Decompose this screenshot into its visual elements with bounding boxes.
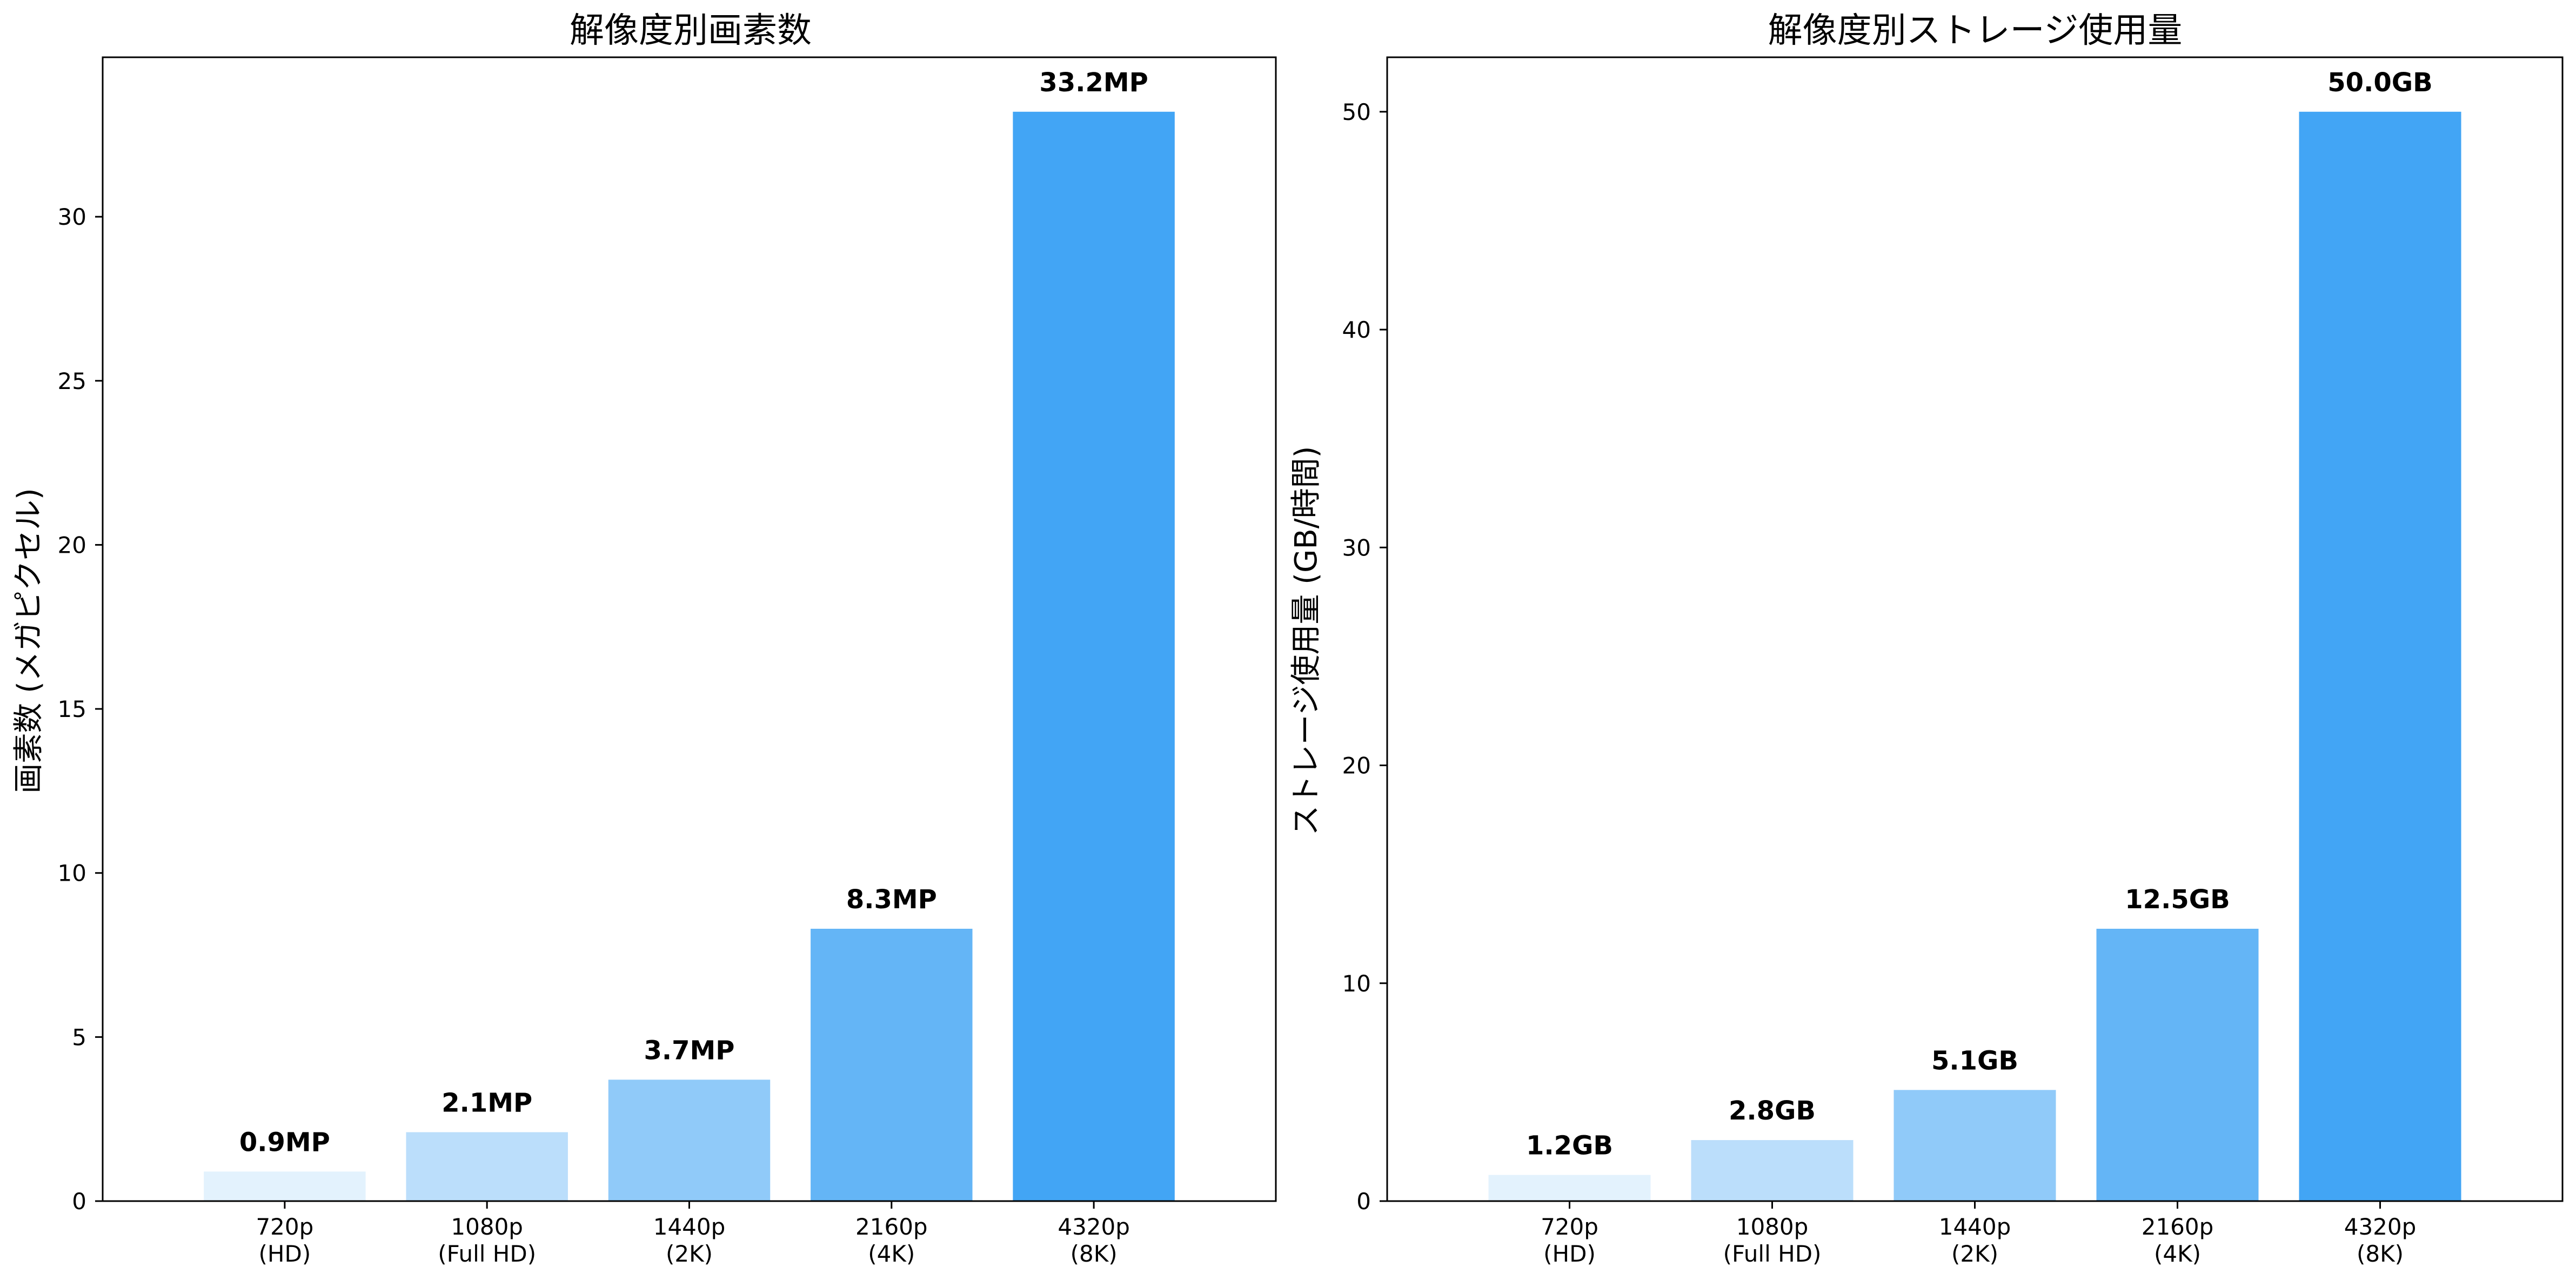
bar-0 <box>204 1171 366 1201</box>
bar-value-label: 2.8GB <box>1729 1096 1816 1126</box>
x-tick-label-line: 4320p <box>1058 1214 1130 1240</box>
bar-2 <box>608 1080 771 1201</box>
value-label-group: 0.9MP 2.1MP 3.7MP 8.3MP 33.2MP <box>239 68 1148 1158</box>
bar-value-label: 5.1GB <box>1931 1045 2018 1076</box>
chart-title: 解像度別画素数 <box>570 11 812 51</box>
x-tick-label-line: (8K) <box>1070 1241 1118 1267</box>
value-label-group: 1.2GB 2.8GB 5.1GB 12.5GB 50.0GB <box>1526 68 2433 1161</box>
x-tick-label: 2160p (4K) <box>855 1214 928 1267</box>
x-tick-label-line: (4K) <box>2154 1241 2201 1267</box>
y-tick-label: 0 <box>72 1188 86 1215</box>
bar-value-label: 0.9MP <box>239 1127 330 1157</box>
x-tick-label-line: (2K) <box>1951 1241 1998 1267</box>
bar-1 <box>406 1132 568 1201</box>
y-tick-label: 20 <box>58 532 86 558</box>
bar-4 <box>1013 111 1175 1201</box>
y-tick-label: 40 <box>1342 317 1371 343</box>
x-tick-label-line: (Full HD) <box>1723 1241 1822 1267</box>
plot-frame <box>102 56 1277 1202</box>
x-tick-label-line: 1440p <box>1939 1214 2011 1240</box>
x-tick-label-line: (8K) <box>2357 1241 2404 1267</box>
bar-2 <box>1893 1090 2056 1201</box>
x-tick-label-line: 1080p <box>451 1214 523 1240</box>
x-tick-label-line: (4K) <box>868 1241 915 1267</box>
y-tick-label: 10 <box>1342 970 1371 997</box>
bar-group <box>204 111 1175 1201</box>
bar-group <box>1488 111 2461 1201</box>
x-tick-label: 1440p (2K) <box>653 1214 726 1267</box>
bar-3 <box>811 928 973 1201</box>
x-tick-label-line: 720p <box>256 1214 313 1240</box>
x-tick-label: 1440p (2K) <box>1939 1214 2011 1267</box>
storage-usage-chart: 解像度別ストレージ使用量 ストレージ使用量 (GB/時間) 1.2GB 2.8GB… <box>1289 11 2564 1267</box>
bar-value-label: 12.5GB <box>2125 884 2230 915</box>
y-tick-label: 25 <box>58 368 86 394</box>
x-axis-ticks: 720p (HD) 1080p (Full HD) 1440p (2K) 2160p (4K)… <box>1541 1201 2416 1267</box>
x-tick-label: 1080p (Full HD) <box>438 1214 536 1267</box>
y-axis-label: 画素数 (メガピクセル) <box>11 488 46 794</box>
y-tick-label: 5 <box>72 1024 86 1050</box>
y-tick-label: 0 <box>1356 1188 1371 1215</box>
bar-value-label: 50.0GB <box>2327 68 2432 98</box>
bar-value-label: 33.2MP <box>1039 68 1148 98</box>
chart-title: 解像度別ストレージ使用量 <box>1768 11 2183 51</box>
y-tick-label: 30 <box>1342 534 1371 561</box>
y-tick-label: 15 <box>58 696 86 722</box>
x-tick-label: 720p (HD) <box>1541 1214 1598 1267</box>
plot-frame <box>1386 56 2564 1202</box>
x-tick-label-line: 1440p <box>653 1214 726 1240</box>
x-tick-label-line: (2K) <box>666 1241 713 1267</box>
x-axis-ticks: 720p (HD) 1080p (Full HD) 1440p (2K) 2160p (4K)… <box>256 1201 1130 1267</box>
x-tick-label-line: (Full HD) <box>438 1241 536 1267</box>
bar-value-label: 8.3MP <box>846 884 937 915</box>
x-tick-label-line: 1080p <box>1736 1214 1809 1240</box>
y-tick-label: 50 <box>1342 99 1371 125</box>
x-tick-label: 2160p (4K) <box>2142 1214 2214 1267</box>
pixel-count-chart: 解像度別画素数 画素数 (メガピクセル) 0.9MP 2.1MP 3.7MP 8.3M… <box>11 11 1277 1267</box>
y-axis-label: ストレージ使用量 (GB/時間) <box>1289 446 1324 835</box>
bar-1 <box>1691 1140 1854 1201</box>
x-tick-label-line: (HD) <box>1543 1241 1596 1267</box>
bar-value-label: 1.2GB <box>1526 1131 1613 1161</box>
x-tick-label-line: 4320p <box>2344 1214 2417 1240</box>
bar-value-label: 2.1MP <box>441 1088 532 1118</box>
y-tick-label: 30 <box>58 204 86 230</box>
x-tick-label: 1080p (Full HD) <box>1723 1214 1822 1267</box>
x-tick-label-line: 2160p <box>855 1214 928 1240</box>
y-axis-ticks: 0 5 10 15 20 25 30 <box>58 204 103 1215</box>
x-tick-label-line: 2160p <box>2142 1214 2214 1240</box>
x-tick-label: 4320p (8K) <box>2344 1214 2417 1267</box>
y-axis-ticks: 0 10 20 30 40 50 <box>1342 99 1387 1215</box>
x-tick-label-line: (HD) <box>259 1241 311 1267</box>
bar-4 <box>2299 111 2461 1201</box>
bar-value-label: 3.7MP <box>644 1035 735 1065</box>
x-tick-label: 4320p (8K) <box>1058 1214 1130 1267</box>
bar-3 <box>2096 928 2259 1201</box>
bar-0 <box>1488 1175 1651 1201</box>
x-tick-label: 720p (HD) <box>256 1214 313 1267</box>
x-tick-label-line: 720p <box>1541 1214 1598 1240</box>
y-tick-label: 20 <box>1342 753 1371 779</box>
y-tick-label: 10 <box>58 860 86 887</box>
